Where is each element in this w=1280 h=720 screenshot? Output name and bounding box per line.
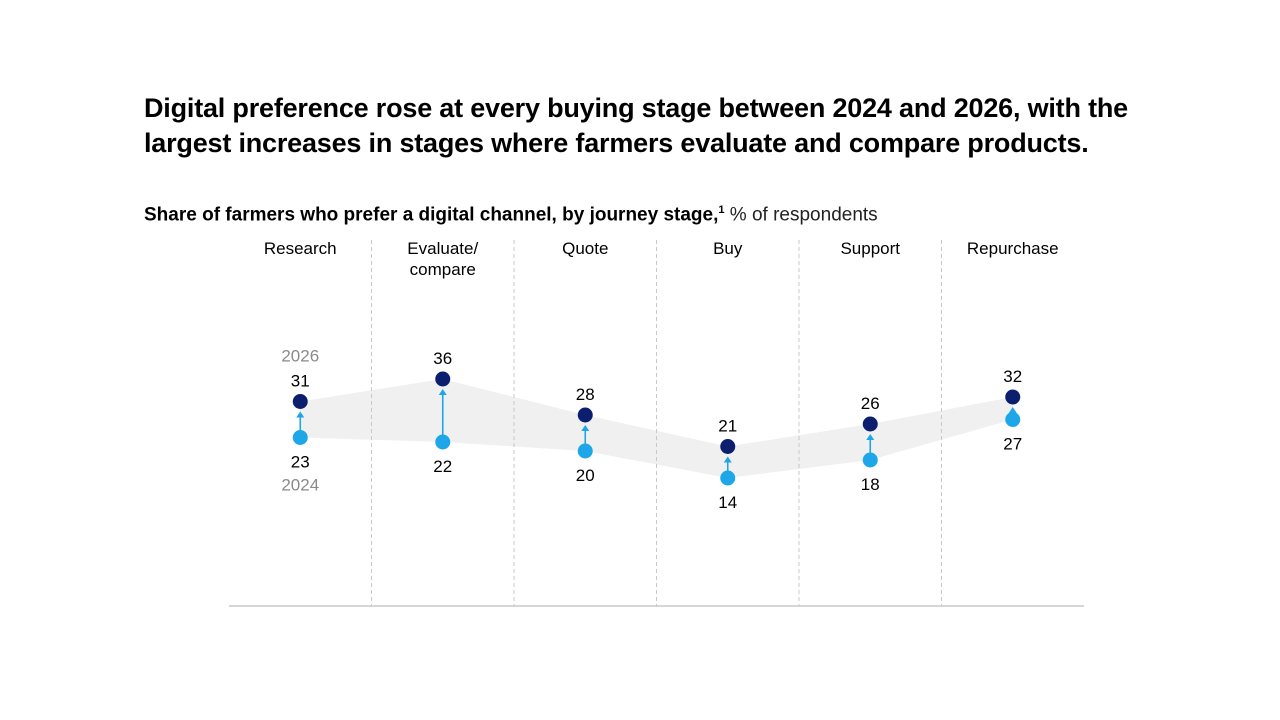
arrow-head-support — [866, 434, 875, 440]
category-label-evaluate-compare: Evaluate/ — [407, 239, 478, 258]
value-label-2026-evaluate-compare: 36 — [433, 349, 452, 368]
marks-layer — [292, 371, 1021, 486]
value-label-2024-research: 23 — [291, 453, 310, 472]
chart-title: Digital preference rose at every buying … — [144, 93, 1128, 158]
arrow-head-quote — [581, 425, 590, 431]
dot-2026-repurchase — [1005, 389, 1021, 405]
arrow-head-evaluate-compare — [438, 389, 447, 395]
divider-layer — [229, 240, 1084, 607]
dot-2024-buy — [720, 470, 736, 486]
subtitle-text: Share of farmers who prefer a digital ch… — [144, 204, 719, 226]
value-label-2026-quote: 28 — [576, 385, 595, 404]
category-label-repurchase: Repurchase — [967, 239, 1059, 258]
value-label-2024-repurchase: 27 — [1003, 435, 1022, 454]
category-label-quote: Quote — [562, 239, 608, 258]
chart-subtitle: Share of farmers who prefer a digital ch… — [144, 198, 1144, 227]
unit-label: % of respondents — [729, 204, 878, 226]
value-label-2026-repurchase: 32 — [1003, 367, 1022, 386]
value-label-2026-research: 31 — [291, 372, 310, 391]
value-label-2024-evaluate-compare: 22 — [433, 457, 452, 476]
category-label-evaluate-compare: compare — [410, 260, 476, 279]
dot-2024-quote — [577, 443, 593, 459]
dot-2024-research — [292, 430, 308, 445]
category-label-buy: Buy — [713, 239, 743, 258]
footnote-marker: 1 — [718, 204, 725, 216]
category-label-research: Research — [264, 239, 337, 258]
value-label-2024-buy: 14 — [718, 493, 737, 512]
arrow-head-repurchase — [1008, 407, 1017, 413]
value-label-2024-quote: 20 — [576, 466, 595, 485]
value-label-2026-buy: 21 — [718, 417, 737, 436]
change-band — [300, 379, 1013, 478]
dot-2024-evaluate-compare — [435, 434, 451, 450]
dot-2024-support — [862, 452, 878, 468]
dot-2026-buy — [720, 439, 736, 454]
value-label-2026-support: 26 — [861, 394, 880, 413]
dot-2026-evaluate-compare — [435, 371, 451, 387]
change-band-layer — [300, 379, 1013, 478]
dot-2026-support — [862, 416, 878, 432]
dot-2026-research — [292, 394, 308, 409]
category-label-support: Support — [840, 239, 900, 258]
value-label-2024-support: 18 — [861, 475, 880, 494]
dot-2026-quote — [577, 407, 593, 423]
series-label-2026: 2026 — [281, 347, 319, 366]
arrow-head-buy — [723, 456, 732, 463]
arrow-head-research — [296, 411, 305, 418]
labels-layer: Research312320262024Evaluate/compare3622… — [264, 239, 1059, 512]
series-label-2024: 2024 — [281, 476, 319, 495]
dot-2024-repurchase — [1005, 412, 1021, 427]
